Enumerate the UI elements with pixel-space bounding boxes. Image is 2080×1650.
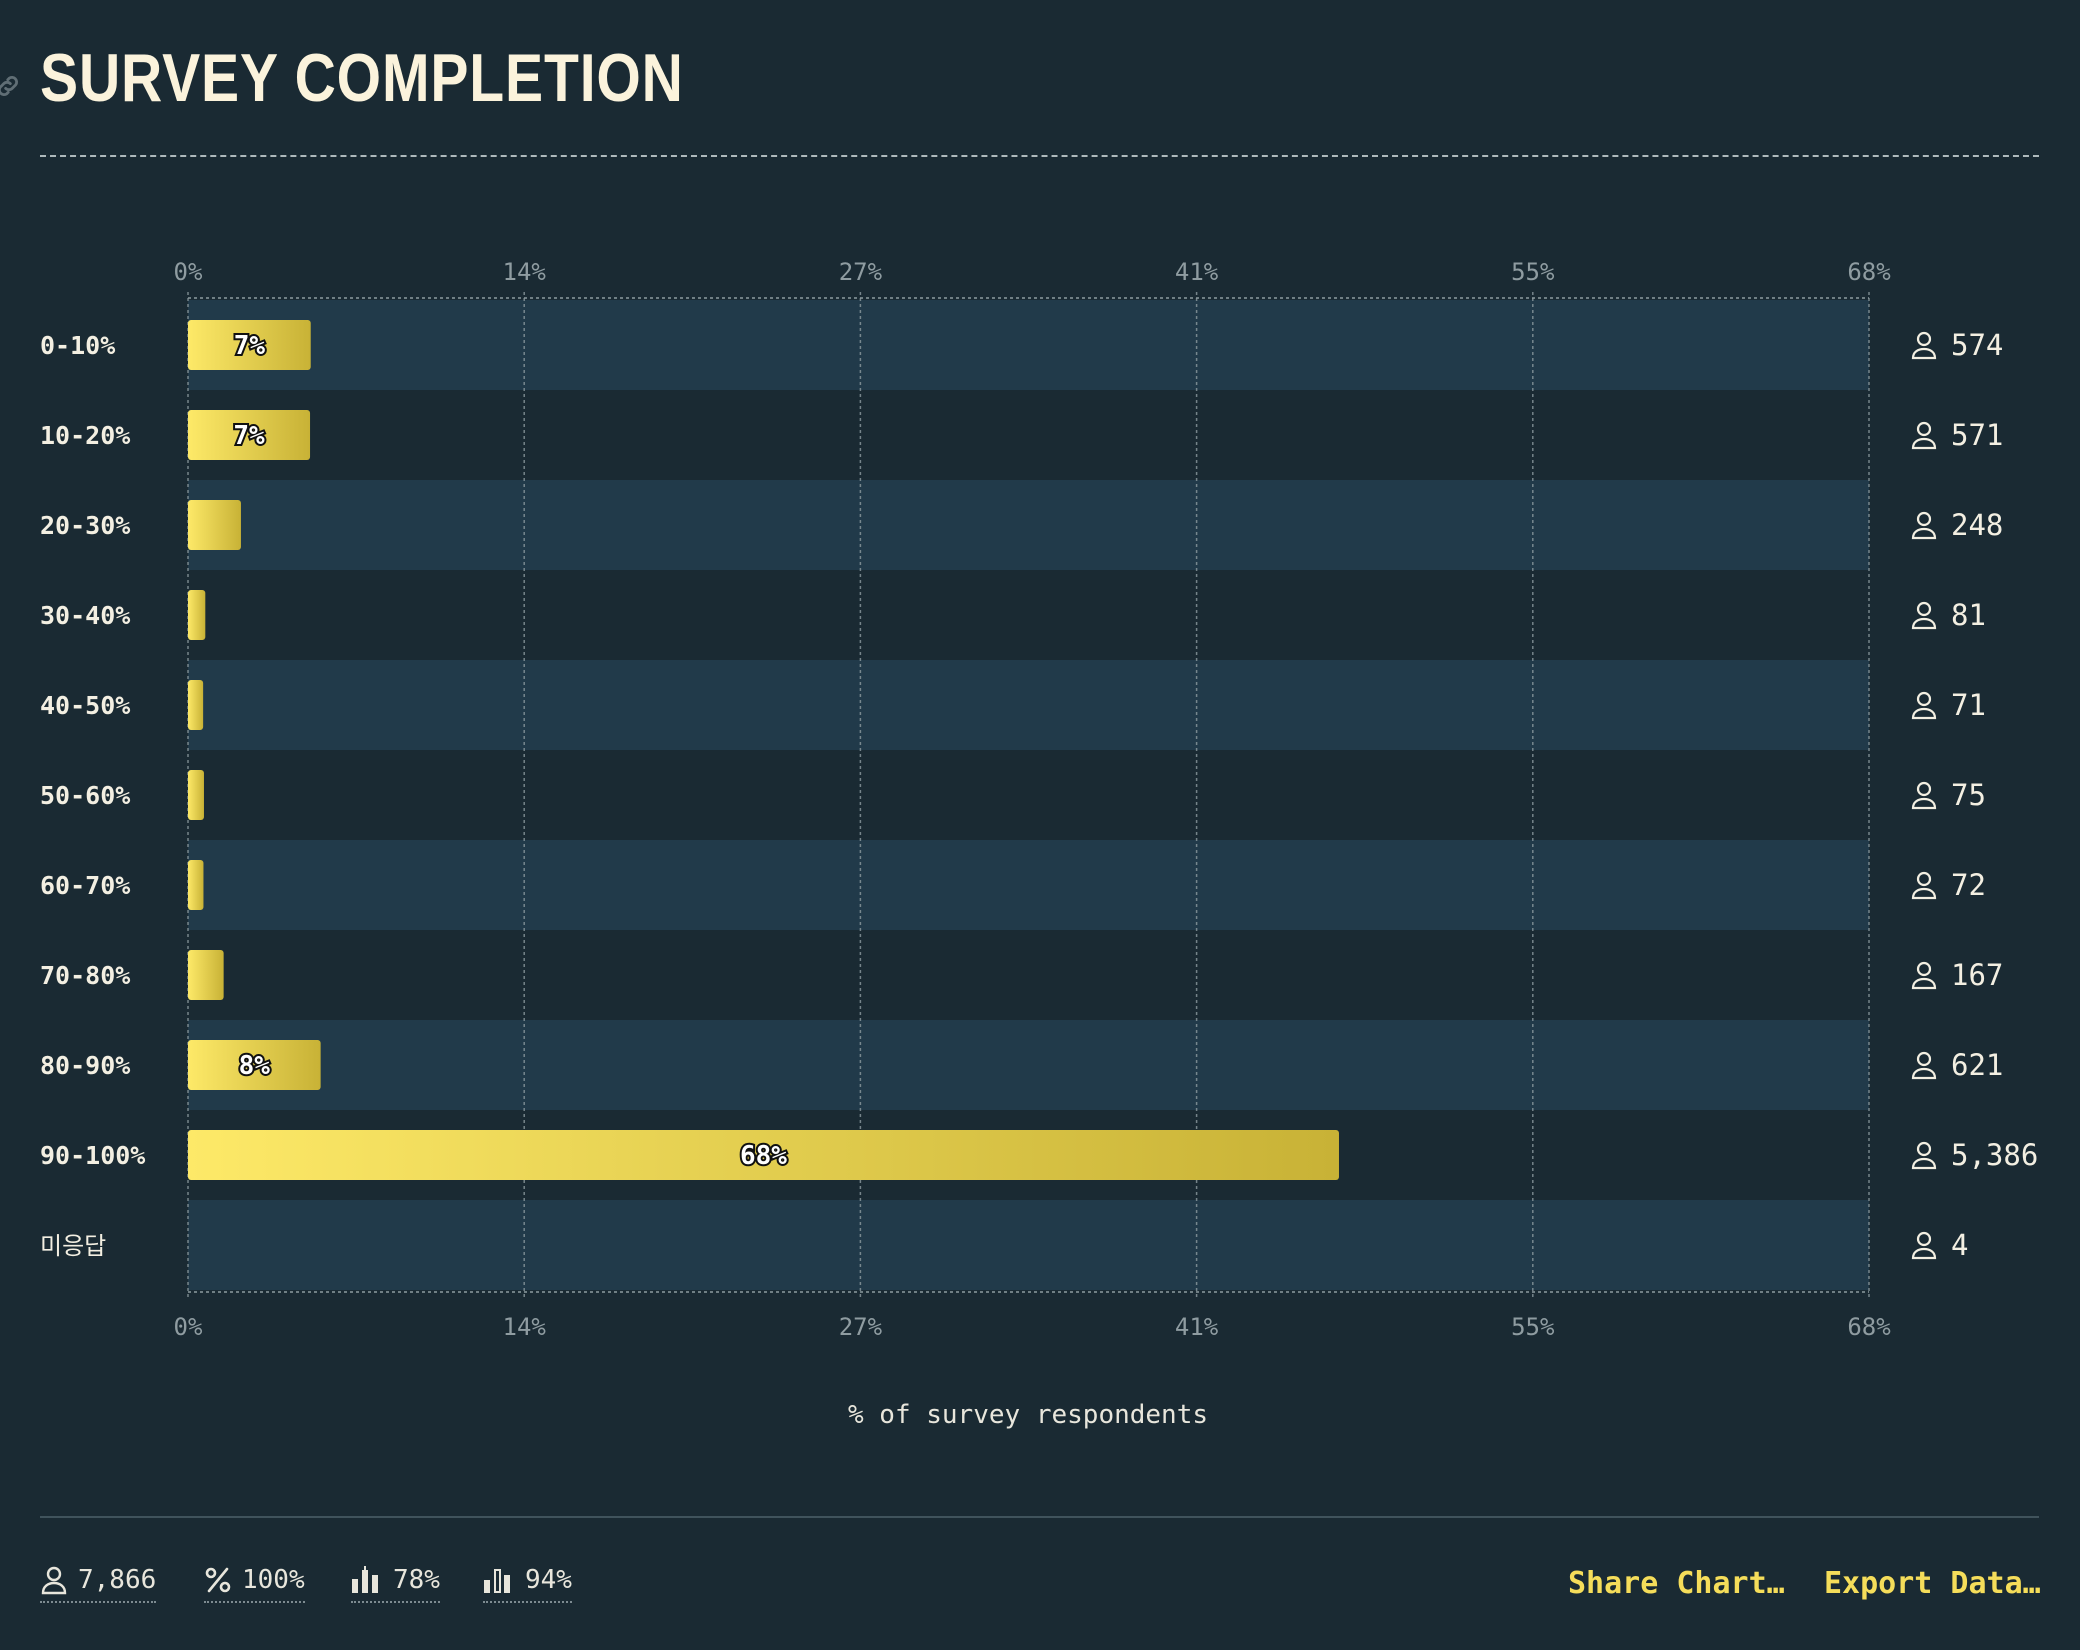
category-label: 50-60% xyxy=(40,781,130,810)
category-label: 70-80% xyxy=(40,961,130,990)
coverage-stat[interactable]: 94% xyxy=(483,1565,572,1603)
bar-chart-outline-icon xyxy=(484,1569,510,1593)
bar-value-label: 7% xyxy=(234,331,266,361)
person-icon xyxy=(1911,887,1937,900)
percent-stat[interactable]: 100% xyxy=(204,1565,305,1603)
stat-value: 100% xyxy=(242,1565,305,1595)
person-icon xyxy=(1916,781,1932,797)
respondent-count: 574 xyxy=(1951,328,2003,362)
person-icon xyxy=(1911,617,1937,630)
category-label: 80-90% xyxy=(40,1051,130,1080)
person-icon xyxy=(1916,331,1932,347)
row-band xyxy=(188,1200,1869,1290)
person-icon xyxy=(1916,961,1932,977)
person-icon xyxy=(1916,1231,1932,1247)
bar xyxy=(188,1040,321,1090)
person-icon xyxy=(1916,1051,1932,1067)
respondent-count: 72 xyxy=(1951,868,1986,902)
x-tick-label-top: 55% xyxy=(1511,258,1555,286)
category-label: 20-30% xyxy=(40,511,130,540)
person-icon xyxy=(1911,1247,1937,1260)
bar xyxy=(188,590,206,640)
bar xyxy=(188,770,204,820)
row-band xyxy=(188,660,1869,750)
category-label: 40-50% xyxy=(40,691,130,720)
page-title: SURVEY COMPLETION xyxy=(40,40,684,116)
bar xyxy=(188,1130,1339,1180)
respondent-count: 4 xyxy=(1951,1228,1968,1262)
person-icon xyxy=(1911,707,1937,720)
category-label: 30-40% xyxy=(40,601,130,630)
stat-value: 78% xyxy=(393,1565,440,1595)
link-icon[interactable] xyxy=(0,72,22,100)
person-icon xyxy=(1911,1157,1937,1170)
respondent-count: 5,386 xyxy=(1951,1138,2038,1172)
person-icon xyxy=(1916,1141,1932,1157)
x-tick-label-bottom: 0% xyxy=(174,1313,203,1341)
percent-icon xyxy=(205,1567,231,1593)
respondent-count: 75 xyxy=(1951,778,1986,812)
bar-value-label: 8% xyxy=(239,1051,271,1081)
completion-stat[interactable]: 78% xyxy=(351,1565,440,1603)
person-icon xyxy=(1911,1067,1937,1080)
x-axis-label: % of survey respondents xyxy=(847,1400,1209,1430)
bar xyxy=(188,320,311,370)
person-icon xyxy=(1911,527,1937,540)
share-chart-button[interactable]: Share Chart… xyxy=(1568,1566,1785,1601)
respondent-count: 621 xyxy=(1951,1048,2003,1082)
stat-value: 7,866 xyxy=(78,1565,157,1595)
bar xyxy=(188,860,204,910)
person-icon xyxy=(1911,797,1937,810)
row-band xyxy=(188,300,1869,390)
respondent-count: 71 xyxy=(1951,688,1986,722)
bar xyxy=(188,500,241,550)
person-icon xyxy=(1911,977,1937,990)
respondent-count: 571 xyxy=(1951,418,2003,452)
respondent-count: 167 xyxy=(1951,958,2003,992)
respondent-count: 248 xyxy=(1951,508,2003,542)
footer-divider xyxy=(40,1516,2039,1518)
person-icon xyxy=(1916,691,1932,707)
bar-chart-icon xyxy=(352,1566,378,1593)
x-tick-label-bottom: 68% xyxy=(1847,1313,1891,1341)
x-tick-label-top: 14% xyxy=(503,258,547,286)
person-icon xyxy=(1916,421,1932,437)
x-tick-label-top: 68% xyxy=(1847,258,1891,286)
export-data-button[interactable]: Export Data… xyxy=(1824,1566,2041,1601)
bar xyxy=(188,950,224,1000)
category-label: 90-100% xyxy=(40,1141,145,1170)
person-icon xyxy=(1916,601,1932,617)
category-label: 0-10% xyxy=(40,331,115,360)
person-icon xyxy=(41,1566,67,1595)
row-band xyxy=(188,1020,1869,1110)
x-tick-label-bottom: 41% xyxy=(1175,1313,1219,1341)
x-tick-label-bottom: 55% xyxy=(1511,1313,1555,1341)
title-divider xyxy=(40,155,2039,157)
x-tick-label-top: 41% xyxy=(1175,258,1219,286)
person-icon xyxy=(1911,347,1937,360)
x-tick-label-top: 27% xyxy=(839,258,883,286)
x-tick-label-bottom: 14% xyxy=(503,1313,547,1341)
person-icon xyxy=(1911,437,1937,450)
category-label: 미응답 xyxy=(40,1232,106,1260)
bar xyxy=(188,410,311,460)
row-band xyxy=(188,840,1869,930)
stat-value: 94% xyxy=(525,1565,572,1595)
respondent-count: 81 xyxy=(1951,598,1986,632)
category-label: 60-70% xyxy=(40,871,130,900)
total-respondents-stat[interactable]: 7,866 xyxy=(40,1565,157,1603)
person-icon xyxy=(1916,871,1932,887)
x-tick-label-bottom: 27% xyxy=(839,1313,883,1341)
x-tick-label-top: 0% xyxy=(174,258,203,286)
category-label: 10-20% xyxy=(40,421,130,450)
bar-value-label: 68% xyxy=(740,1141,787,1171)
bar xyxy=(188,680,204,730)
row-band xyxy=(188,480,1869,570)
person-icon xyxy=(1916,511,1932,527)
bar-value-label: 7% xyxy=(233,421,265,451)
